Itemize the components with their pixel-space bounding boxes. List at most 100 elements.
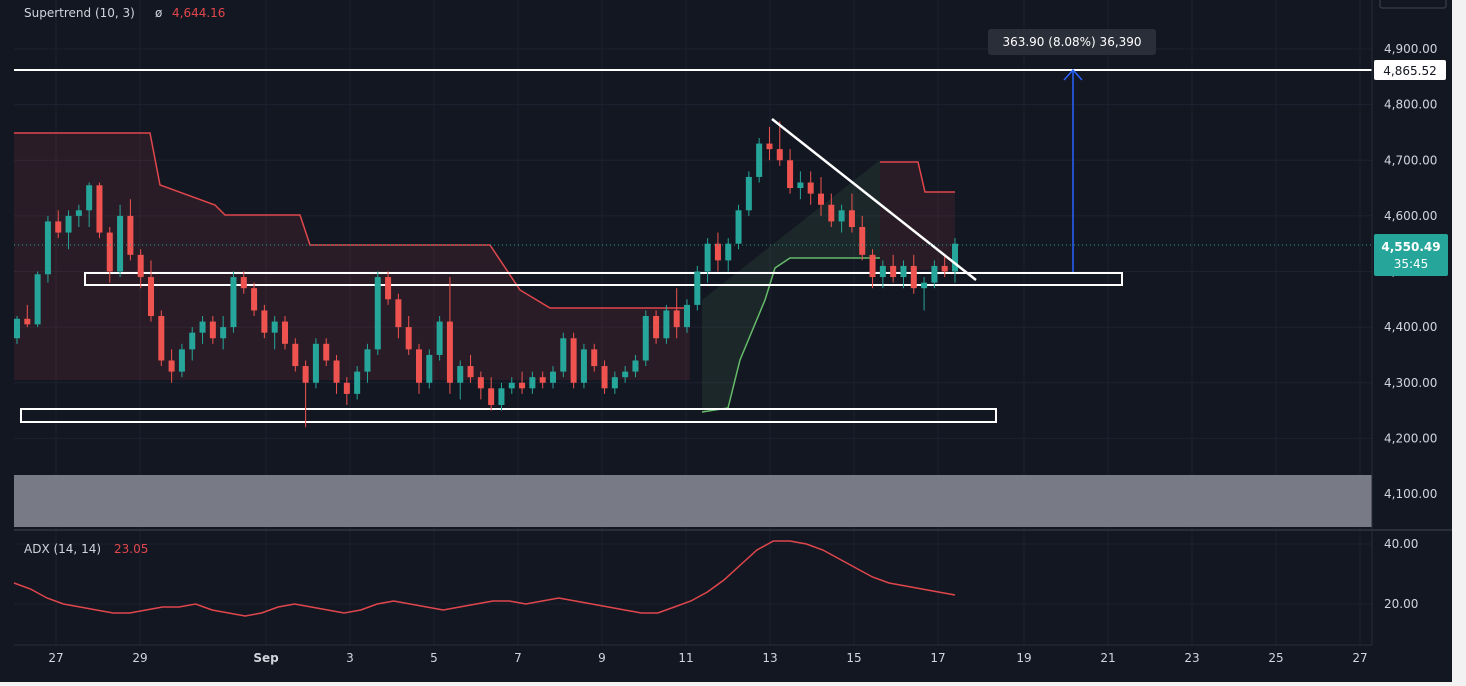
time-tick: 27 bbox=[48, 651, 63, 665]
candle-body bbox=[405, 327, 412, 350]
top-right-button[interactable] bbox=[1379, 0, 1447, 9]
candle-body bbox=[271, 321, 278, 333]
candle-body bbox=[44, 221, 51, 275]
candle-body bbox=[931, 265, 938, 283]
candle-body bbox=[199, 321, 206, 333]
candle-body bbox=[611, 377, 618, 389]
candle-body bbox=[374, 277, 381, 350]
candle-body bbox=[292, 343, 299, 367]
candle-body bbox=[859, 227, 866, 255]
supertrend-down-line bbox=[14, 132, 690, 309]
candle-body bbox=[220, 327, 227, 339]
candle-body bbox=[869, 254, 876, 278]
candle-body bbox=[508, 382, 515, 389]
time-tick: 11 bbox=[678, 651, 693, 665]
supertrend-legend-value: 4,644.16 bbox=[172, 6, 225, 20]
price-tick: 4,200.00 bbox=[1384, 431, 1437, 445]
time-tick: 13 bbox=[762, 651, 777, 665]
adx-line bbox=[13, 540, 956, 617]
time-tick: 29 bbox=[132, 651, 147, 665]
time-tick: 19 bbox=[1016, 651, 1031, 665]
candle-body bbox=[323, 343, 330, 361]
candle-body bbox=[694, 271, 701, 305]
candle-body bbox=[333, 360, 340, 383]
candle-body bbox=[663, 310, 670, 339]
candle-body bbox=[673, 310, 680, 328]
candle-body bbox=[714, 243, 721, 261]
candle-body bbox=[446, 321, 453, 383]
support-box-lower[interactable] bbox=[20, 408, 997, 423]
measure-label: 363.90 (8.08%) 36,390 bbox=[1002, 35, 1141, 49]
candle-body bbox=[302, 366, 309, 383]
candle-body bbox=[436, 321, 443, 355]
candle-body bbox=[601, 366, 608, 389]
candle-body bbox=[488, 388, 495, 405]
time-axis[interactable]: 27 29 Sep 3 5 7 9 11 13 15 17 19 21 23 25 27 bbox=[48, 651, 1367, 665]
time-tick: Sep bbox=[253, 651, 279, 665]
supertrend-legend[interactable]: Supertrend (10, 3) ø 4,644.16 bbox=[24, 6, 225, 20]
time-tick: 21 bbox=[1100, 651, 1115, 665]
supertrend-up-fill bbox=[702, 160, 880, 412]
candle-body bbox=[55, 221, 62, 233]
resistance-box-upper[interactable] bbox=[84, 272, 1123, 286]
candle-body bbox=[282, 321, 288, 344]
time-tick: 23 bbox=[1184, 651, 1199, 665]
price-tick: 4,600.00 bbox=[1384, 209, 1437, 223]
last-price-badge: 4,550.49 35:45 bbox=[1374, 234, 1448, 276]
measure-arrowhead bbox=[1063, 68, 1083, 81]
candle-body bbox=[127, 215, 134, 255]
candle-body bbox=[86, 185, 93, 211]
candle-body bbox=[24, 318, 31, 325]
candle-body bbox=[890, 265, 897, 278]
candle-body bbox=[261, 310, 268, 333]
last-price-value: 4,550.49 bbox=[1381, 240, 1440, 254]
candle-body bbox=[797, 182, 804, 189]
supertrend-legend-symbol: ø bbox=[155, 6, 162, 20]
candle-body bbox=[735, 210, 742, 244]
candle-body bbox=[158, 316, 165, 361]
candle-body bbox=[498, 388, 505, 405]
page-margin bbox=[1452, 0, 1466, 682]
candle-body bbox=[570, 338, 577, 383]
candle-body bbox=[580, 349, 587, 383]
candle-body bbox=[168, 360, 175, 372]
measure-tool[interactable]: 363.90 (8.08%) 36,390 bbox=[988, 29, 1156, 272]
candle-body bbox=[457, 366, 464, 383]
candle-body bbox=[209, 321, 216, 339]
candle-body bbox=[240, 277, 247, 289]
candle-body bbox=[519, 382, 526, 389]
candle-body bbox=[766, 143, 773, 150]
candle-body bbox=[591, 349, 598, 367]
candle-body bbox=[189, 332, 196, 350]
price-tick: 4,700.00 bbox=[1384, 153, 1437, 167]
candles-layer bbox=[14, 121, 958, 428]
price-tick: 4,800.00 bbox=[1384, 98, 1437, 112]
candle-body bbox=[137, 254, 144, 278]
candle-body bbox=[684, 304, 690, 328]
time-tick: 15 bbox=[846, 651, 861, 665]
candle-body bbox=[952, 243, 958, 272]
candle-body bbox=[75, 210, 82, 216]
adx-legend[interactable]: ADX (14, 14) 23.05 bbox=[24, 542, 148, 556]
candle-body bbox=[848, 210, 855, 227]
candle-body bbox=[622, 371, 629, 378]
descending-trendline[interactable] bbox=[771, 118, 977, 281]
candle-body bbox=[529, 377, 536, 389]
candle-body bbox=[354, 371, 361, 394]
candle-body bbox=[550, 371, 556, 383]
candle-body bbox=[343, 382, 350, 394]
candle-body bbox=[560, 338, 567, 372]
candle-body bbox=[838, 210, 845, 222]
time-tick: 5 bbox=[430, 651, 438, 665]
candle-body bbox=[900, 265, 907, 278]
candle-body bbox=[879, 265, 886, 278]
candle-body bbox=[312, 343, 319, 383]
candle-body bbox=[395, 299, 402, 328]
time-tick: 27 bbox=[1352, 651, 1367, 665]
candle-body bbox=[230, 277, 237, 328]
price-tick: 4,100.00 bbox=[1384, 487, 1437, 501]
candle-body bbox=[787, 160, 794, 189]
